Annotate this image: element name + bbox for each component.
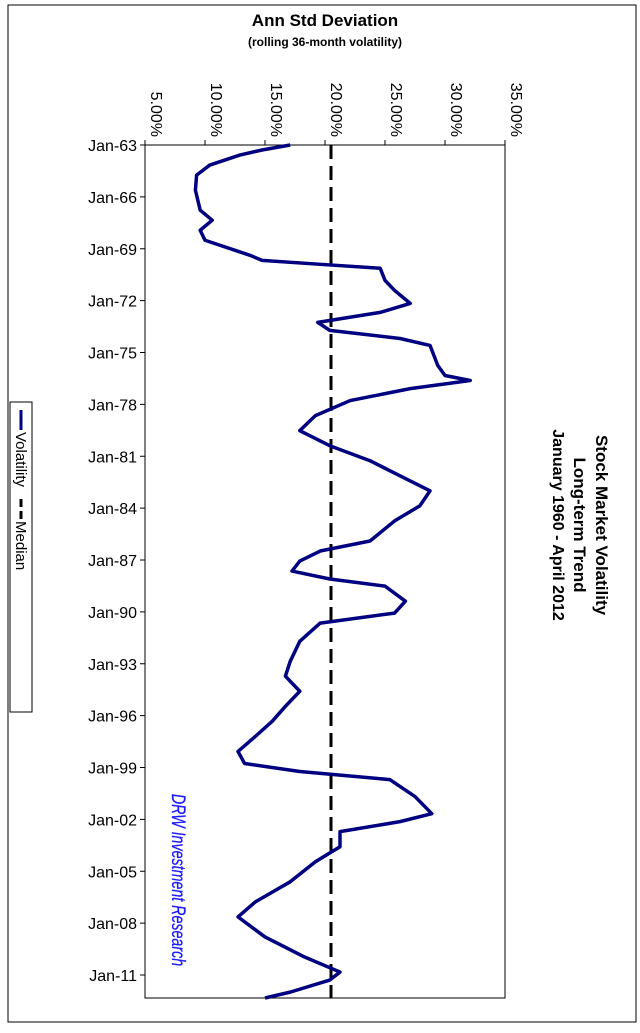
data-line — [193, 143, 472, 1000]
x-tick-label: Jan-05 — [88, 864, 137, 881]
x-tick-label: Jan-72 — [88, 294, 137, 311]
chart-title: Stock Market Volatility — [592, 435, 611, 616]
y-tick-label: 15.00% — [267, 83, 284, 137]
y-tick-label: 35.00% — [507, 83, 524, 137]
y-tick-label: 25.00% — [387, 83, 404, 137]
x-tick-label: Jan-81 — [88, 449, 137, 466]
x-tick-label: Jan-75 — [88, 346, 137, 363]
x-tick-label: Jan-99 — [88, 761, 137, 778]
x-tick-label: Jan-84 — [88, 501, 137, 518]
x-tick-label: Jan-08 — [88, 916, 137, 933]
x-tick-label: Jan-02 — [88, 812, 137, 829]
x-tick-label: Jan-96 — [88, 709, 137, 726]
legend-label: Median — [12, 521, 29, 570]
chart-subtitle: Long-term Trend — [570, 457, 589, 592]
y-tick-label: 20.00% — [327, 83, 344, 137]
plot-area — [144, 144, 506, 999]
x-tick-label: Jan-63 — [88, 138, 137, 155]
x-tick-label: Jan-87 — [88, 553, 137, 570]
x-tick-label: Jan-90 — [88, 605, 137, 622]
x-tick-label: Jan-11 — [89, 968, 137, 985]
y-tick-label: 10.00% — [207, 83, 224, 137]
x-tick-label: Jan-93 — [88, 657, 137, 674]
legend-label: Volatility — [12, 432, 29, 488]
axis-title: Ann Std Deviation — [252, 11, 398, 30]
axis-subtitle: (rolling 36-month volatility) — [248, 35, 402, 49]
x-tick-label: Jan-66 — [88, 190, 137, 207]
x-tick-label: Jan-69 — [88, 242, 137, 259]
y-tick-label: 30.00% — [447, 83, 464, 137]
y-tick-label: 5.00% — [147, 92, 164, 137]
x-tick-label: Jan-78 — [88, 397, 137, 414]
legend — [9, 401, 33, 713]
watermark: DRW Investment Research — [167, 794, 188, 966]
chart-subtitle: January 1960 - April 2012 — [549, 429, 566, 621]
